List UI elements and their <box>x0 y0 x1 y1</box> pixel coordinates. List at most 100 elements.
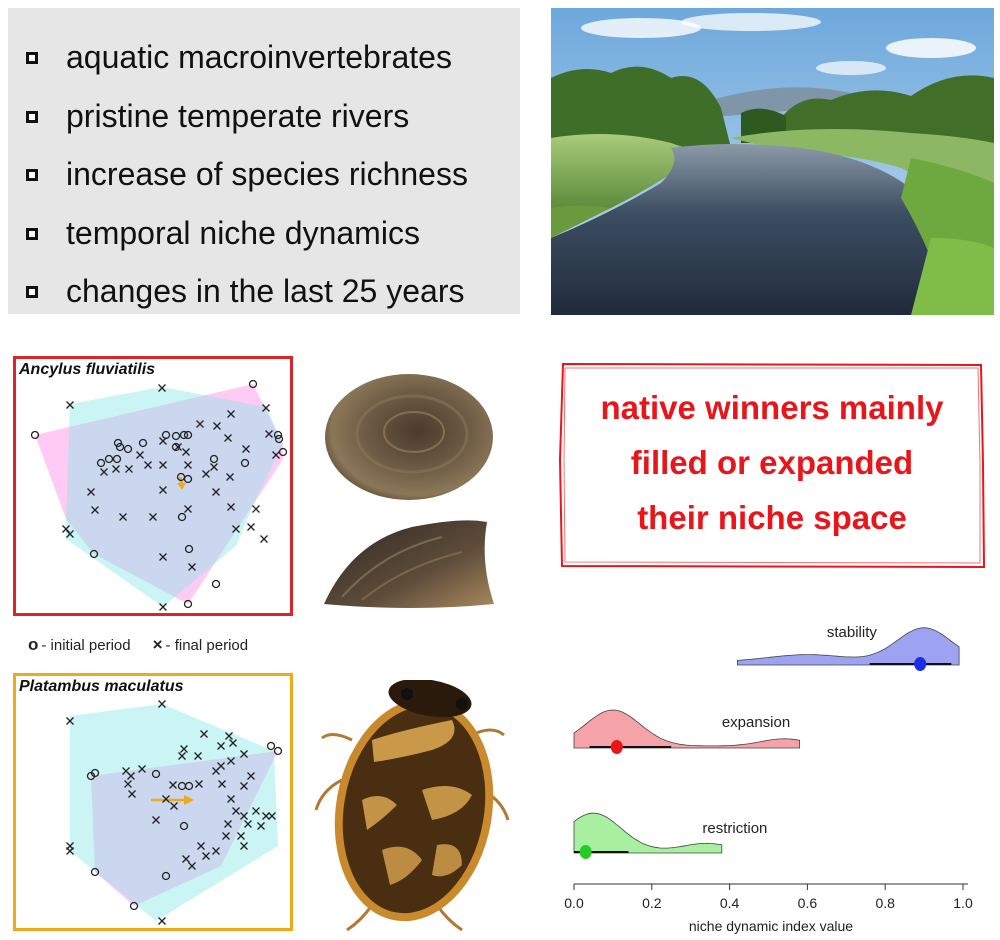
final-period-point <box>212 847 220 855</box>
conclusion-text: native winners mainly filled or expanded… <box>565 380 979 545</box>
final-period-point <box>210 463 218 471</box>
initial-period-point <box>90 867 100 877</box>
initial-period-point <box>96 458 106 468</box>
final-marker-icon: × <box>152 635 163 654</box>
platambus-beetle-photo <box>314 680 510 932</box>
initial-period-point <box>183 474 193 484</box>
initial-period-point <box>115 442 125 452</box>
keyword-text: changes in the last 25 years <box>66 273 465 310</box>
initial-hull <box>91 751 278 906</box>
median-point <box>914 657 927 671</box>
initial-period-point <box>273 746 283 756</box>
final-period-point <box>262 404 270 412</box>
final-period-point <box>229 739 237 747</box>
final-period-point <box>240 750 248 758</box>
final-period-point <box>213 422 221 430</box>
initial-period-point <box>171 431 181 441</box>
initial-period-point <box>161 871 171 881</box>
final-period-point <box>225 732 233 740</box>
final-period-point <box>182 448 190 456</box>
platambus-ordination-panel: Platambus maculatus <box>13 673 293 931</box>
initial-period-point <box>273 430 283 440</box>
final-period-point <box>227 410 235 418</box>
final-period-point <box>182 855 190 863</box>
final-period-point <box>252 807 260 815</box>
final-period-point <box>66 401 74 409</box>
final-period-point <box>232 807 240 815</box>
final-period-point <box>124 780 132 788</box>
final-period-point <box>158 384 166 392</box>
final-period-point <box>159 603 167 611</box>
initial-period-point <box>183 430 193 440</box>
final-period-point <box>200 730 208 738</box>
final-period-point <box>162 795 170 803</box>
conclusion-line: native winners mainly <box>600 389 944 426</box>
final-period-point <box>128 790 136 798</box>
initial-period-point <box>123 444 133 454</box>
final-period-point <box>195 780 203 788</box>
platambus-ordination-plot <box>66 700 283 925</box>
ancylus-ordination-plot <box>30 379 288 611</box>
final-period-point <box>159 461 167 469</box>
final-period-point <box>232 525 240 533</box>
final-period-point <box>265 430 273 438</box>
initial-period-point <box>179 430 189 440</box>
series-label: restriction <box>702 820 767 837</box>
initial-period-point <box>183 599 193 609</box>
final-label: - final period <box>165 636 249 654</box>
initial-period-point <box>184 781 194 791</box>
final-period-point <box>125 465 133 473</box>
final-period-point <box>62 525 70 533</box>
final-period-point <box>159 486 167 494</box>
final-period-point <box>100 468 108 476</box>
final-period-point <box>240 812 248 820</box>
keyword-item: changes in the last 25 years <box>26 262 520 321</box>
bullet-icon <box>26 227 38 240</box>
final-period-point <box>66 717 74 725</box>
final-period-point <box>252 505 260 513</box>
initial-period-point <box>151 769 161 779</box>
keyword-text: aquatic macroinvertebrates <box>66 39 452 76</box>
keyword-text: increase of species richness <box>66 156 468 193</box>
series-label: stability <box>827 624 878 641</box>
final-period-point <box>188 563 196 571</box>
keyword-panel: aquatic macroinvertebrates pristine temp… <box>8 8 520 314</box>
final-period-point <box>144 461 152 469</box>
final-period-point <box>180 745 188 753</box>
final-period-point <box>87 488 95 496</box>
final-period-point <box>136 451 144 459</box>
x-tick-label: 0.0 <box>564 895 584 911</box>
bullet-icon <box>26 169 38 182</box>
initial-marker-icon: o <box>28 635 39 654</box>
initial-period-point <box>209 454 219 464</box>
river-photo <box>551 8 994 315</box>
niche-index-chart: stability expansion restriction 0.0 0.2 0.4 0… <box>564 624 973 934</box>
density-ridge <box>736 627 960 666</box>
bullet-icon <box>26 110 38 123</box>
initial-period-point <box>112 454 122 464</box>
initial-period-point <box>171 442 181 452</box>
final-period-point <box>159 553 167 561</box>
initial-period-point <box>161 430 171 440</box>
final-period-point <box>212 767 220 775</box>
initial-period-point <box>240 458 250 468</box>
final-period-point <box>169 781 177 789</box>
initial-period-point <box>184 544 194 554</box>
initial-period-point <box>266 741 276 751</box>
keyword-item: pristine temperate rivers <box>26 87 520 146</box>
final-period-point <box>224 820 232 828</box>
bullet-icon <box>26 52 38 65</box>
keyword-item: increase of species richness <box>26 145 520 204</box>
initial-period-point <box>30 430 40 440</box>
final-period-point <box>240 782 248 790</box>
final-period-point <box>66 530 74 538</box>
initial-period-point <box>278 447 288 457</box>
x-tick-label: 1.0 <box>953 895 973 911</box>
arrow-head-icon <box>177 483 186 490</box>
species-name: Platambus maculatus <box>19 678 184 695</box>
initial-period-point <box>211 579 221 589</box>
final-period-point <box>178 752 186 760</box>
final-period-point <box>212 488 220 496</box>
final-period-point <box>257 822 265 830</box>
final-points <box>62 384 280 611</box>
